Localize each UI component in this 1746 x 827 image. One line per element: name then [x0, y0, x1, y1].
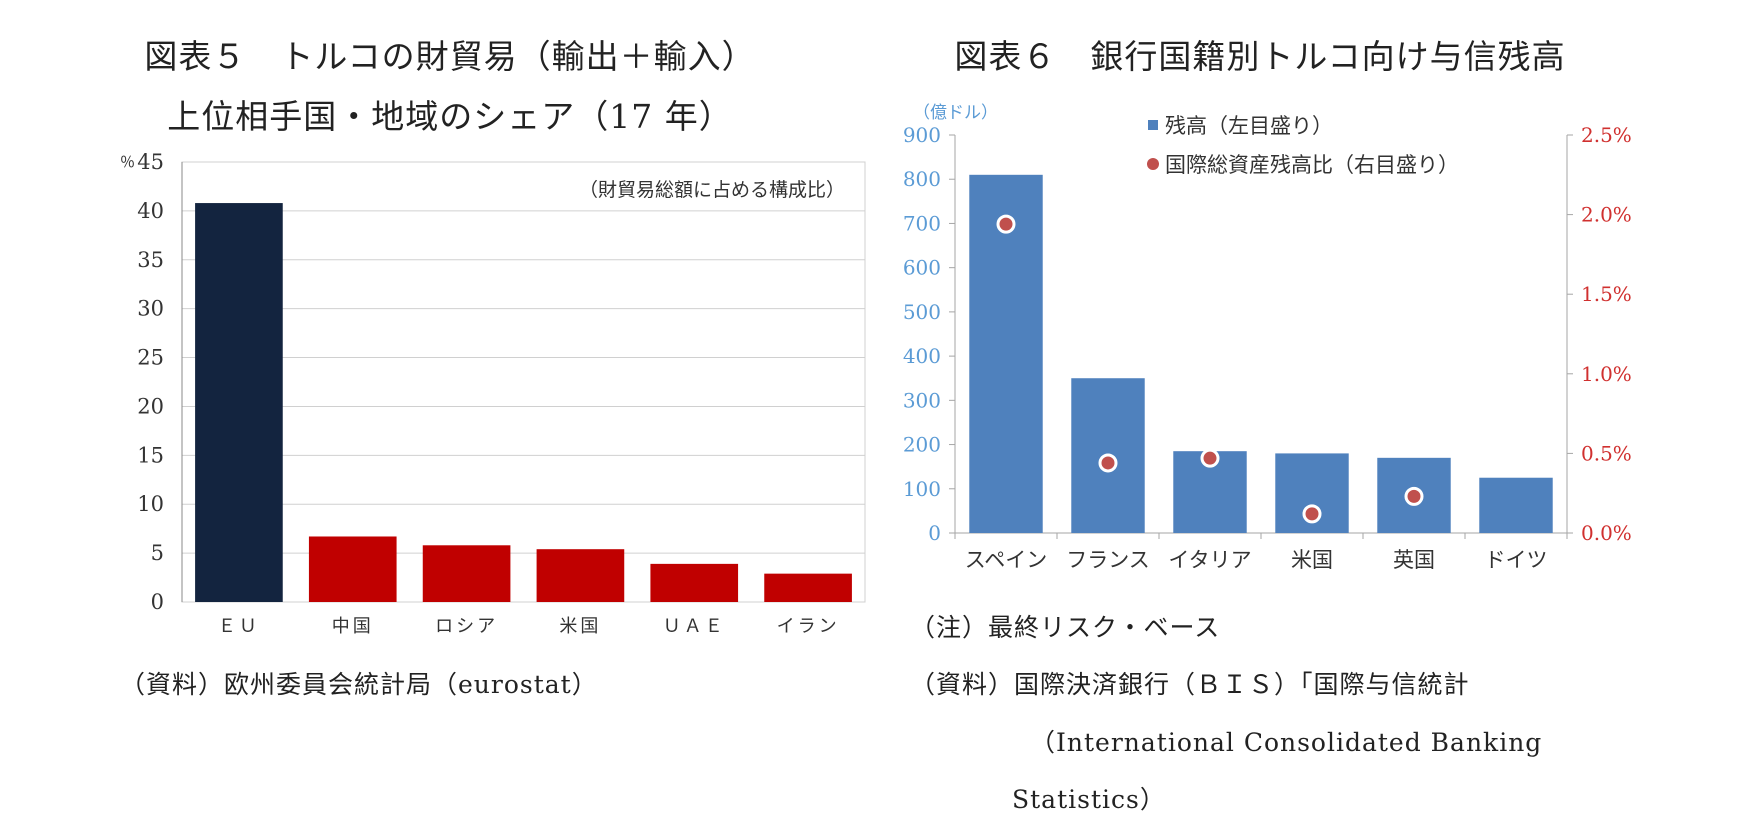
left-y-tick-label: 800	[903, 167, 941, 191]
right-y-tick-label: 2.5%	[1581, 123, 1632, 147]
bar	[969, 174, 1043, 534]
bar	[764, 573, 852, 602]
y-tick-label: 40	[137, 199, 164, 223]
right-chart-title: 図表６ 銀行国籍別トルコ向け与信残高	[954, 37, 1566, 76]
chart-annotation: （財貿易総額に占める構成比）	[579, 179, 845, 201]
y-tick-label: 45	[137, 150, 164, 174]
left-chart-title-line1: 図表５ トルコの財貿易（輸出＋輸入）	[144, 37, 756, 76]
right-source-line2: （International Consolidated Banking	[1030, 728, 1543, 757]
y-tick-label: 10	[137, 492, 164, 516]
x-tick-label: 英国	[1393, 548, 1435, 572]
bar	[1479, 477, 1553, 533]
left-y-tick-label: 0	[928, 521, 941, 545]
right-y-tick-label: 2.0%	[1581, 203, 1632, 227]
y-unit-label: ％	[120, 153, 135, 171]
left-y-tick-label: 900	[903, 123, 941, 147]
right-y-tick-label: 0.5%	[1581, 441, 1632, 465]
left-chart-title-line2: 上位相手国・地域のシェア（17 年）	[167, 97, 733, 136]
ratio-point	[1404, 486, 1424, 506]
y-tick-label: 5	[151, 541, 164, 565]
ratio-point	[1302, 504, 1322, 524]
right-y-tick-label: 1.5%	[1581, 282, 1632, 306]
ratio-point	[1200, 448, 1220, 468]
x-tick-label: ＥＵ	[218, 616, 260, 637]
left-y-tick-label: 600	[903, 256, 941, 280]
right-combo-chart: 0 100 200 300 400 500 600 700 800 900 0.0% 0.5% 1.0%…	[903, 103, 1632, 572]
y-tick-label: 0	[151, 590, 164, 614]
bar	[308, 536, 397, 602]
x-tick-label: ドイツ	[1485, 548, 1548, 572]
y-tick-label: 35	[137, 248, 164, 272]
bar	[195, 203, 283, 603]
left-y-tick-label: 300	[903, 388, 941, 412]
left-y-unit-label: （億ドル）	[913, 103, 998, 123]
bar	[536, 549, 625, 602]
legend-label-balance: 残高（左目盛り）	[1165, 114, 1333, 138]
x-tick-label: イタリア	[1168, 548, 1251, 572]
left-bar-chart: 0 5 10 15 20 25 30 35 40 45％ （財貿易総額に占める構成比） ＥＵ 中国 ロシア…	[120, 150, 866, 637]
x-tick-label: 米国	[559, 616, 601, 637]
x-tick-label: 中国	[332, 616, 374, 637]
x-tick-label: フランス	[1066, 548, 1150, 572]
ratio-point	[1098, 453, 1118, 473]
right-footnote: （注）最終リスク・ベース	[910, 613, 1221, 642]
left-y-tick-label: 500	[903, 300, 941, 324]
right-source-line3: Statistics）	[1012, 785, 1166, 814]
legend-swatch-balance	[1148, 120, 1158, 130]
right-source-line1: （資料）国際決済銀行（ＢＩＳ）「国際与信統計	[910, 670, 1470, 699]
left-y-tick-label: 100	[903, 477, 941, 501]
left-y-tick-label: 700	[903, 211, 941, 235]
right-y-tick-label: 0.0%	[1581, 521, 1632, 545]
y-tick-label: 20	[137, 394, 164, 418]
y-tick-label: 25	[137, 346, 164, 370]
x-tick-label: スペイン	[965, 548, 1048, 572]
left-y-tick-label: 400	[903, 344, 941, 368]
right-y-tick-label: 1.0%	[1581, 362, 1632, 386]
x-tick-label: イラン	[777, 616, 840, 637]
legend-label-ratio: 国際総資産残高比（右目盛り）	[1165, 153, 1459, 177]
left-y-tick-label: 200	[903, 433, 941, 457]
legend-swatch-ratio	[1147, 158, 1159, 170]
bar	[422, 545, 511, 602]
x-tick-label: 米国	[1291, 548, 1333, 572]
y-tick-label: 15	[137, 443, 164, 467]
bar	[650, 563, 739, 602]
x-tick-label: ロシア	[435, 616, 498, 637]
x-tick-label: ＵＡＥ	[663, 616, 726, 637]
ratio-point	[996, 214, 1016, 234]
y-tick-label: 30	[137, 297, 164, 321]
left-source-note: （資料）欧州委員会統計局（eurostat）	[120, 670, 598, 699]
